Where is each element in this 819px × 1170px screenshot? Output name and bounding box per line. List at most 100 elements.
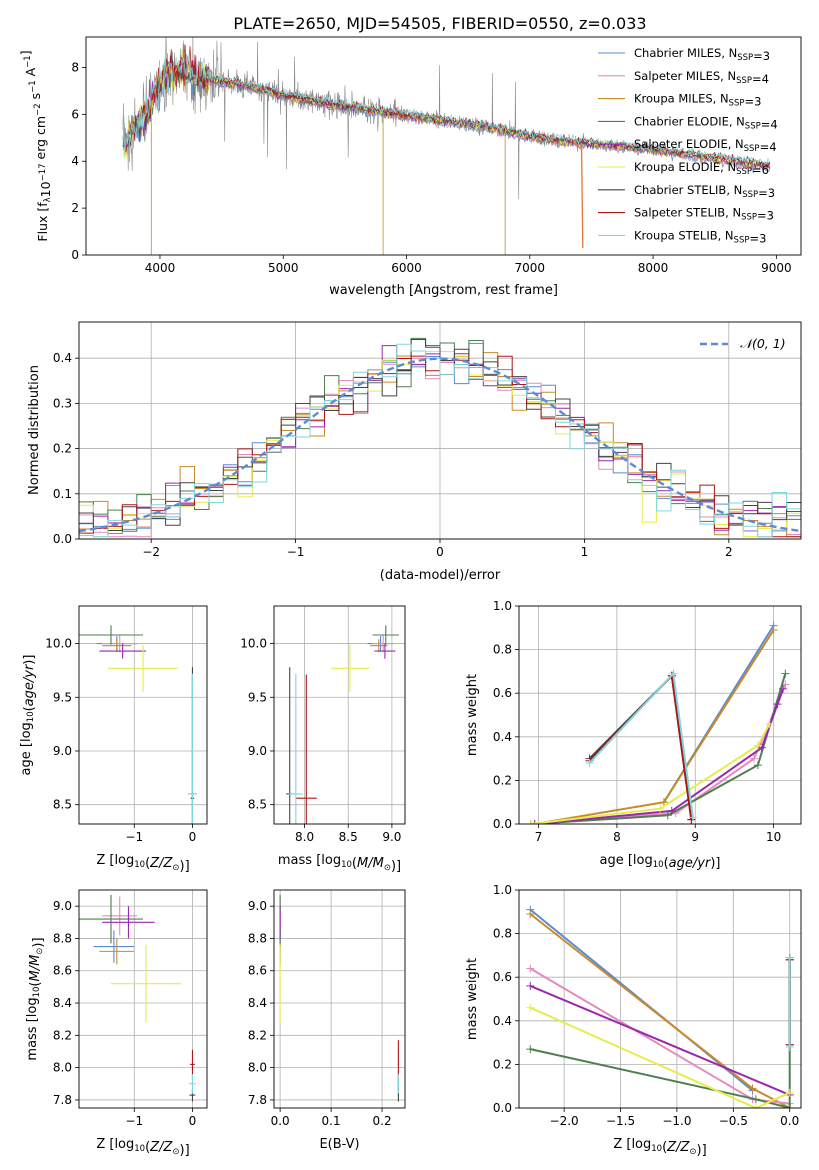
axes-frame [273,605,406,825]
x-tick-label: −0.5 [719,1114,748,1128]
legend-label-chab_stelib: Chabrier STELIB, NSSP=3 [634,183,775,200]
y-axis-label: age [log10(age/yr)] [19,655,37,776]
axes-frame [85,36,802,256]
legend-label-krou_miles: Kroupa MILES, NSSP=3 [634,92,761,109]
y-axis-label: Normed distribution [27,365,42,495]
panel-weight-vs-age: 7 8 9 10 0.0 0.2 0.4 0.6 0.8 1.0 age [log10(age/yr… [465,599,802,871]
plot-area [122,37,771,255]
y-tick-label: 0.6 [493,970,512,984]
y-tick-label: 8.8 [53,931,72,945]
legend-label-chab_elodie: Chabrier ELODIE, NSSP=4 [634,114,778,131]
plot-area [279,894,399,1102]
x-axis-label: age [log10(age/yr)] [600,853,721,871]
axes-frame [78,605,208,825]
y-tick-label: 8.4 [53,996,72,1010]
y-tick-label: 2 [71,201,79,215]
plot-area [79,625,198,824]
x-tick-label: 2 [725,545,733,559]
x-axis-label: (data-model)/error [380,568,501,583]
residual-hist-krou_stelib [79,343,801,538]
x-axis-label: wavelength [Angstrom, rest frame] [329,283,558,298]
y-tick-label: 0.8 [493,927,512,941]
y-tick-label: 8.6 [53,964,72,978]
y-tick-label: 1.0 [493,599,512,613]
x-axis-label: E(B-V) [319,1137,359,1152]
y-tick-label: 0 [71,248,79,262]
x-tick-label: 7000 [515,261,546,275]
y-tick-label: 0.6 [493,686,512,700]
y-tick-label: 8.2 [248,1028,267,1042]
figure-title: PLATE=2650, MJD=54505, FIBERID=0550, z=0… [233,14,646,33]
y-axis-label: mass [log10(M/M⊙)] [25,937,46,1060]
y-tick-label: 9.0 [53,899,72,913]
legend: Chabrier MILES, NSSP=3 Salpeter MILES, NS… [598,46,778,245]
panel-mass-vs-metallicity: −1 0 7.8 8.0 8.2 8.4 8.6 8.8 9.0 Z [log10(Z/Z⊙)] m… [25,889,208,1158]
y-tick-label: 0.4 [493,1014,512,1028]
axes-frame [518,889,802,1109]
y-tick-label: 4 [71,154,79,168]
y-tick-label: 0.4 [493,730,512,744]
x-tick-label: −1 [125,830,143,844]
panel-weight-vs-metallicity: −2.0 −1.5 −1.0 −0.5 0.0 0.0 0.2 0.4 0.6 0.8 1.0 Z [… [465,883,802,1158]
weight-line-krou_miles [534,629,775,824]
y-tick-label: 10.0 [240,637,267,651]
x-tick-label: 10 [766,830,781,844]
y-tick-label: 9.0 [53,744,72,758]
x-tick-label: −1.5 [606,1114,635,1128]
residual-hist-chab_elodie [79,337,801,532]
plot-area [526,905,794,1108]
y-axis-label: mass weight [465,958,480,1040]
y-tick-label: 9.0 [248,899,267,913]
plot-area [79,337,801,538]
x-tick-label: 0.2 [373,1114,392,1128]
x-tick-label: 5000 [268,261,299,275]
x-tick-label: 6000 [391,261,422,275]
y-tick-label: 9.5 [53,690,72,704]
legend-label-salp_miles: Salpeter MILES, NSSP=4 [634,69,769,86]
x-tick-label: 0.0 [271,1114,290,1128]
x-axis-label: Z [log10(Z/Z⊙)] [96,853,189,874]
panel-residuals: −2 −1 0 1 2 0.0 0.1 0.2 0.3 0.4 (data-model)/error… [27,321,802,583]
y-tick-label: 9.5 [248,690,267,704]
x-tick-label: 4000 [145,261,176,275]
x-tick-label: 0.1 [322,1114,341,1128]
weight-line-salp_elodie [529,984,791,1096]
axes-frame [78,321,802,540]
axes-frame [273,889,406,1109]
y-tick-label: 0.0 [493,1101,512,1115]
weight-line-chab_elodie [530,673,787,824]
weight-line-salp_miles [529,967,790,1105]
legend-label-krou_elodie: Kroupa ELODIE, NSSP=6 [634,160,769,177]
x-tick-label: 8000 [638,261,669,275]
y-tick-label: 0.2 [493,773,512,787]
x-tick-label: 9 [691,830,699,844]
x-tick-label: 0 [189,1114,197,1128]
y-tick-label: 7.8 [248,1093,267,1107]
x-tick-label: 0 [189,830,197,844]
x-tick-label: 9000 [761,261,792,275]
plot-area [79,894,196,1102]
x-tick-label: −1.0 [662,1114,691,1128]
x-tick-label: 8.0 [295,830,314,844]
y-tick-label: 9.0 [248,744,267,758]
x-axis-label: Z [log10(Z/Z⊙)] [96,1137,189,1158]
axes-frame [78,889,208,1109]
axes-frame [518,605,802,825]
y-tick-label: 8.2 [53,1028,72,1042]
y-axis-label: Flux [fλ10−17 erg cm−2 s−1 A−1] [18,50,53,241]
x-tick-label: 8.5 [339,830,358,844]
residual-hist-chab_stelib [79,339,801,531]
x-tick-label: 7 [535,830,543,844]
panel-age-vs-mass: 8.0 8.5 9.0 8.5 9.0 9.5 10.0 mass [log10(M/M⊙)] [240,605,406,874]
y-tick-label: 8.8 [248,931,267,945]
plot-area [526,621,790,824]
y-tick-label: 0.4 [53,351,72,365]
legend-label-chab_miles: Chabrier MILES, NSSP=3 [634,46,770,63]
y-tick-label: 0.2 [53,442,72,456]
weight-line-krou_stelib [588,671,694,818]
panel-mass-vs-ebv: 0.0 0.1 0.2 7.8 8.0 8.2 8.4 8.6 8.8 9.0 E(B-V) [248,889,406,1152]
y-tick-label: 8.5 [248,798,267,812]
y-tick-label: 6 [71,107,79,121]
legend-label-gauss: 𝒩(0, 1) [740,336,786,351]
panel-age-vs-metallicity: −1 0 8.5 9.0 9.5 10.0 Z [log10(Z/Z⊙)] age [log1… [19,605,208,874]
